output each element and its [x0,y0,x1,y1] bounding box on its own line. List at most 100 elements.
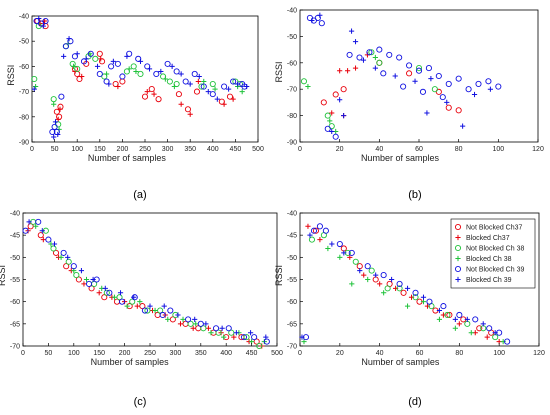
x-axis-label: Number of samples [361,357,440,367]
data-point-blue-plus [147,303,153,309]
data-point-blue-circle [159,311,166,319]
y-tick-label: -45 [10,233,20,240]
data-point-green-plus [365,276,371,283]
data-point-blue-circle [87,50,94,57]
data-point-red-plus [187,111,193,117]
data-point-green-plus [111,294,118,300]
data-point-blue-plus [452,316,458,322]
data-point-blue-plus [444,99,450,105]
x-tick-label: 40 [375,146,383,153]
data-point-blue-plus [352,39,359,45]
data-point-green-circle [243,334,250,341]
legend: Not Blocked Ch37 Blocked Ch37 Not Blocked … [450,218,536,289]
data-point-red-plus [57,106,63,112]
data-point-blue-plus [192,316,198,322]
data-point-red-plus [195,78,201,85]
x-tick-label: 300 [170,350,182,357]
data-point-red-plus [98,56,104,62]
data-point-green-circle [376,59,383,66]
data-point-red-plus [151,91,157,97]
data-point-blue-plus [55,131,61,138]
chart-panel-3: 0 50 100 150 200 250 300 350 400 450 500 -70 -65 -60 -… [0,211,283,409]
data-point-green-circle [74,65,81,72]
data-point-red-circle [148,86,155,93]
data-point-blue-circle [346,51,353,58]
data-point-green-circle [73,272,80,279]
x-tick-label: 100 [492,146,504,153]
y-tick-label: -70 [287,344,297,351]
data-point-green-plus [133,68,139,75]
data-point-blue-plus [424,110,430,116]
data-point-red-circle [193,88,201,95]
data-point-red-plus [352,65,359,71]
y-tick-label: -90 [19,140,29,147]
y-tick-label: -40 [19,14,29,21]
data-point-blue-circle [380,70,387,77]
data-point-blue-circle [456,311,463,319]
data-point-blue-circle [415,67,423,74]
data-point-blue-circle [191,70,198,78]
data-point-blue-circle [425,65,432,72]
y-tick-label: -55 [10,277,20,284]
data-point-green-plus [349,281,355,287]
y-tick-label: -70 [10,344,20,351]
x-tick-label: 450 [230,146,242,153]
data-point-blue-plus [337,97,343,103]
y-tick-label: -50 [287,34,297,41]
data-point-green-plus [126,66,132,72]
data-point-blue-circle [85,280,93,287]
data-point-green-plus [404,303,411,309]
data-point-red-plus [347,254,353,260]
data-point-blue-plus [106,81,112,87]
data-point-blue-circle [406,62,413,69]
data-point-blue-plus [471,91,478,98]
x-axis-label: Number of samples [361,153,440,163]
data-point-blue-plus [348,28,355,34]
data-point-blue-circle [263,338,270,345]
data-point-blue-plus [40,23,46,29]
data-point-green-circle [198,83,205,90]
y-tick-label: -70 [287,87,297,94]
legend-marker [455,255,461,262]
y-tick-label: -60 [287,60,297,67]
data-point-blue-plus [214,96,220,102]
data-point-red-plus [177,321,184,327]
data-point-blue-circle [45,236,52,243]
data-point-red-circle [226,93,234,100]
data-point-blue-circle [164,60,171,67]
data-point-green-circle [215,329,222,336]
data-point-green-circle [300,78,308,85]
legend-entry-label: Blocked Ch37 [466,235,510,242]
data-point-blue-circle [106,289,113,296]
x-tick-label: 250 [144,350,156,357]
data-point-red-circle [63,263,70,270]
data-point-blue-plus [161,303,167,309]
x-tick-label: 350 [195,350,207,357]
data-point-blue-plus [26,219,32,225]
y-tick-label: -50 [10,255,20,262]
data-point-blue-plus [464,316,470,322]
data-point-blue-circle [200,83,207,90]
data-point-green-circle [92,55,99,62]
data-point-blue-circle [49,128,56,135]
data-point-red-plus [134,303,140,309]
data-point-blue-circle [472,316,479,323]
data-point-blue-plus [65,254,71,260]
data-point-blue-circle [396,54,403,61]
x-tick-label: 300 [162,146,174,153]
data-point-blue-plus [329,128,335,135]
x-axis-label: Number of samples [91,357,170,367]
data-point-red-circle [312,227,319,234]
data-point-blue-plus [146,66,153,72]
data-point-red-plus [484,334,490,340]
data-point-red-circle [445,104,452,111]
x-tick-label: 400 [220,350,232,357]
data-point-red-circle [446,311,453,319]
panel-label: (d) [408,396,421,408]
data-point-blue-plus [83,56,89,62]
data-point-green-plus [208,330,214,336]
plot-frame [22,212,278,347]
data-point-green-circle [308,236,316,243]
data-point-red-circle [101,294,108,301]
panel-label: (b) [408,189,421,201]
